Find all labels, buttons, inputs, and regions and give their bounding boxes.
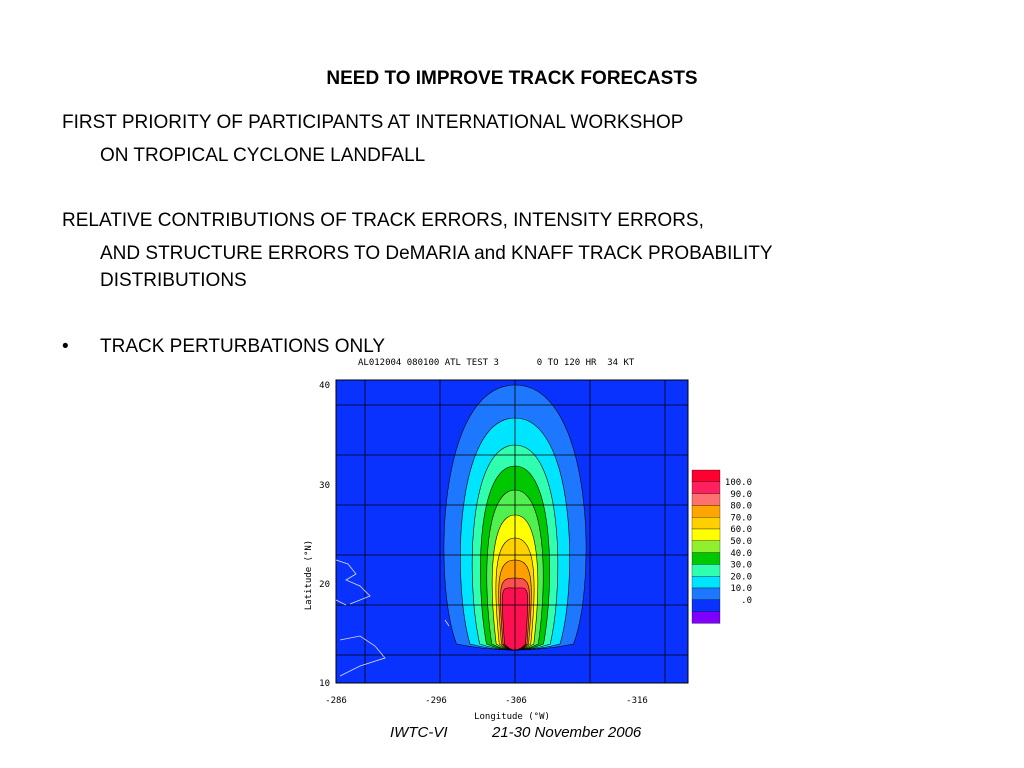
y-tick-label: 20 — [319, 580, 330, 590]
x-tick-label: -286 — [325, 696, 347, 706]
y-tick-label: 30 — [319, 481, 330, 491]
text: RELATIVE CONTRIBUTIONS OF TRACK ERRORS, … — [62, 210, 704, 231]
legend-label: 50.0 — [730, 537, 752, 547]
coastline — [335, 559, 450, 677]
fig-header: AL012004 080100 ATL TEST 3 0 TO 120 HR 3… — [358, 358, 635, 368]
x-tick-label: -306 — [505, 696, 527, 706]
legend-label: 100.0 — [725, 478, 752, 488]
legend-swatch — [691, 528, 721, 541]
legend-swatch — [691, 469, 721, 482]
text: ON TROPICAL CYCLONE LANDFALL — [100, 145, 426, 166]
legend-swatch — [691, 611, 721, 624]
y-tick-label: 40 — [319, 381, 330, 391]
legend-label: 30.0 — [730, 561, 752, 571]
title: NEED TO IMPROVE TRACK FORECASTS — [326, 68, 698, 89]
legend-label: 60.0 — [730, 525, 752, 535]
y-tick-label: 10 — [319, 679, 330, 689]
legend-swatch — [691, 576, 721, 589]
x-tick-label: -316 — [626, 696, 648, 706]
text: TRACK PERTURBATIONS ONLY — [100, 336, 386, 357]
text: DISTRIBUTIONS — [100, 270, 247, 291]
legend-label: 20.0 — [730, 572, 752, 582]
legend-label: 40.0 — [730, 549, 752, 559]
legend-swatch — [691, 481, 721, 494]
legend-swatch — [691, 505, 721, 518]
legend-label: 80.0 — [730, 502, 752, 512]
legend-swatch — [691, 493, 721, 506]
legend-label: 10.0 — [730, 584, 752, 594]
legend-label: .0 — [741, 596, 752, 606]
legend-label: 70.0 — [730, 513, 752, 523]
footer-left: IWTC-VI — [390, 724, 448, 741]
legend-swatch — [691, 587, 721, 600]
legend-swatch — [691, 540, 721, 553]
legend-swatch — [691, 552, 721, 565]
legend-swatch — [691, 517, 721, 530]
legend-swatch — [691, 599, 721, 612]
bullet: • — [62, 336, 69, 357]
x-tick-label: -296 — [425, 696, 447, 706]
text: AND STRUCTURE ERRORS TO DeMARIA and KNAF… — [100, 243, 773, 264]
legend-swatch — [691, 564, 721, 577]
y-label: Latitude (°N) — [304, 540, 314, 610]
x-label: Longitude (°W) — [474, 712, 550, 722]
text: FIRST PRIORITY OF PARTICIPANTS AT INTERN… — [62, 112, 684, 133]
footer-right: 21-30 November 2006 — [492, 724, 642, 741]
legend-label: 90.0 — [730, 490, 752, 500]
